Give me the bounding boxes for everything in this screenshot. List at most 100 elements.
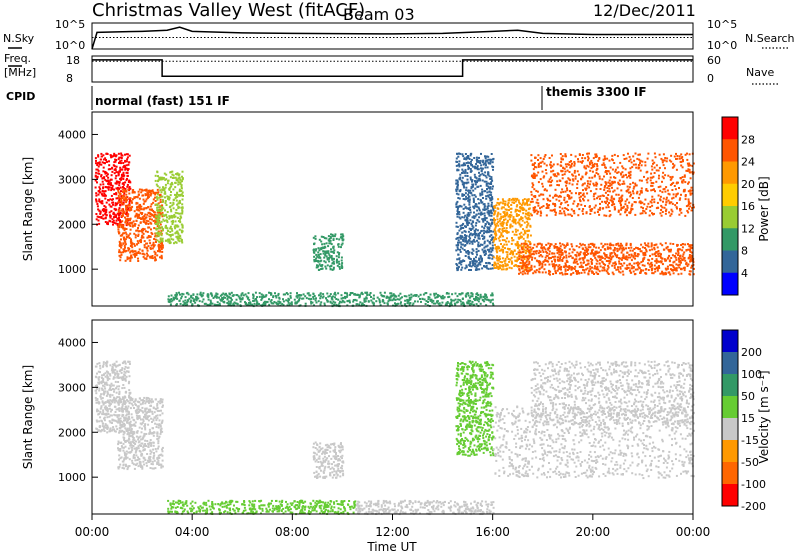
power-cell	[343, 301, 346, 304]
power-cell	[459, 190, 462, 193]
power-cell	[104, 213, 107, 216]
power-cell	[468, 251, 471, 254]
power-cell	[211, 294, 214, 297]
power-cell	[610, 252, 613, 255]
power-cell	[534, 257, 537, 260]
power-cell	[645, 248, 648, 251]
power-cell	[481, 188, 484, 191]
power-cell	[514, 259, 517, 262]
power-cell	[432, 299, 435, 302]
power-cell	[454, 303, 457, 306]
power-cell	[527, 198, 530, 201]
power-cell	[104, 206, 107, 209]
power-cell	[517, 210, 520, 212]
power-cell	[471, 225, 474, 227]
power-cell	[368, 294, 371, 296]
power-cell	[504, 213, 507, 216]
power-cell	[320, 240, 323, 243]
power-cell	[158, 176, 161, 179]
power-cell	[470, 292, 473, 295]
power-cell	[459, 189, 462, 191]
power-cell	[215, 296, 218, 298]
power-cell	[365, 297, 368, 300]
power-cell	[653, 246, 656, 249]
power-cell	[166, 182, 169, 185]
power-cell	[581, 266, 584, 269]
power-cell	[318, 249, 321, 252]
power-cell	[129, 206, 131, 209]
power-cell	[175, 178, 178, 181]
power-cell	[484, 223, 487, 226]
power-cell	[498, 228, 501, 230]
power-cell	[473, 257, 475, 260]
power-cell	[460, 237, 462, 240]
power-cell	[517, 221, 520, 224]
power-cell	[471, 180, 473, 183]
power-cell	[648, 214, 651, 217]
power-cell	[609, 247, 612, 249]
power-cell	[477, 212, 480, 215]
power-cell	[484, 166, 487, 169]
power-cell	[596, 265, 599, 268]
power-cell	[689, 246, 692, 249]
power-cell	[457, 244, 460, 247]
power-cell	[613, 262, 616, 265]
power-cell	[518, 251, 520, 254]
power-cell	[131, 225, 134, 228]
power-cell	[112, 223, 114, 226]
power-cell	[101, 194, 104, 197]
power-cell	[170, 220, 173, 223]
power-cell	[487, 298, 490, 301]
power-cell	[673, 260, 676, 263]
power-cell	[671, 202, 674, 205]
power-cell	[577, 214, 580, 217]
power-cell	[472, 260, 475, 263]
power-cell	[140, 208, 143, 211]
power-cell	[99, 187, 102, 190]
power-cell	[496, 218, 499, 221]
power-cell	[508, 218, 511, 221]
power-cell	[137, 235, 140, 237]
power-cell	[657, 250, 660, 252]
power-cell	[596, 167, 599, 170]
power-cell	[678, 198, 681, 201]
power-cell	[406, 298, 409, 301]
power-cell	[518, 218, 521, 221]
power-cell	[466, 241, 469, 243]
power-cell	[158, 186, 161, 189]
power-cell	[523, 268, 526, 271]
power-cell	[535, 166, 538, 169]
power-cell	[182, 293, 185, 296]
power-cell	[539, 193, 542, 196]
power-cell	[160, 256, 163, 259]
power-cell	[548, 250, 551, 253]
power-cell	[520, 259, 523, 262]
power-cell	[665, 196, 668, 199]
power-cell	[107, 176, 110, 179]
power-cell	[659, 212, 662, 215]
power-cell	[137, 233, 140, 236]
power-cell	[182, 303, 185, 306]
power-cell	[498, 202, 501, 205]
power-cell	[130, 256, 133, 259]
power-cell	[611, 271, 614, 274]
power-cell	[180, 240, 183, 242]
power-cell	[565, 259, 568, 262]
power-cell	[395, 303, 398, 306]
power-cell	[463, 249, 466, 251]
power-cell	[126, 169, 129, 172]
power-cell	[120, 153, 123, 156]
power-cell	[473, 297, 475, 300]
power-cell	[168, 206, 171, 209]
power-cell	[585, 172, 588, 174]
power-cell	[619, 244, 622, 247]
power-cell	[593, 273, 595, 275]
power-cell	[166, 216, 168, 219]
power-cell	[124, 241, 127, 244]
power-cell	[692, 267, 695, 270]
power-cell	[634, 163, 637, 166]
power-cell	[483, 212, 486, 215]
power-cell	[581, 176, 584, 179]
power-cell	[476, 186, 479, 188]
power-cell	[117, 210, 120, 213]
